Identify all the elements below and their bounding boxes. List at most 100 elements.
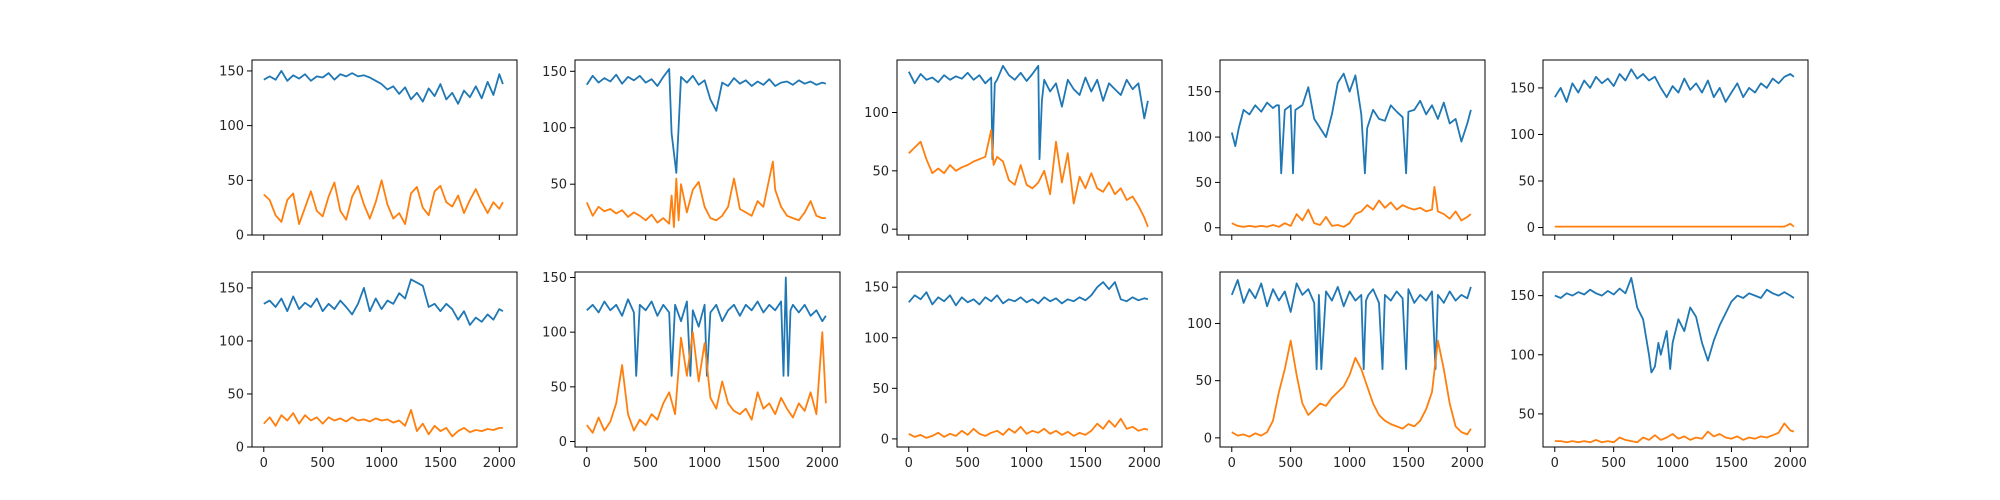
y-tick-label: 150 bbox=[542, 65, 567, 80]
y-tick-label: 0 bbox=[881, 432, 889, 447]
y-tick-label: 50 bbox=[1195, 176, 1212, 191]
y-tick-label: 50 bbox=[550, 178, 567, 193]
x-tick-label: 0 bbox=[1228, 456, 1236, 471]
y-tick-label: 100 bbox=[864, 331, 889, 346]
x-tick-label: 1500 bbox=[747, 456, 780, 471]
x-tick-label: 0 bbox=[260, 456, 268, 471]
y-tick-label: 50 bbox=[1195, 374, 1212, 389]
series-line-1 bbox=[1230, 72, 1472, 175]
y-tick-label: 100 bbox=[542, 121, 567, 136]
axes-frame bbox=[1542, 59, 1809, 236]
y-tick-label: 100 bbox=[1510, 348, 1535, 363]
y-tick-label: 100 bbox=[219, 334, 244, 349]
axes-frame bbox=[574, 271, 841, 448]
x-tick-label: 500 bbox=[310, 456, 335, 471]
y-tick-label: 150 bbox=[1187, 85, 1212, 100]
series-line-1 bbox=[263, 70, 504, 105]
y-tick-label: 0 bbox=[1204, 431, 1212, 446]
series-line-2 bbox=[1554, 422, 1795, 444]
y-tick-label: 100 bbox=[864, 106, 889, 121]
x-tick-label: 500 bbox=[1278, 456, 1303, 471]
x-tick-label: 2000 bbox=[483, 456, 516, 471]
series-line-2 bbox=[585, 160, 826, 229]
series-line-2 bbox=[908, 417, 1149, 439]
x-tick-label: 500 bbox=[955, 456, 980, 471]
y-tick-label: 50 bbox=[872, 382, 889, 397]
x-tick-label: 2000 bbox=[806, 456, 839, 471]
axes-frame bbox=[1219, 59, 1486, 236]
x-tick-label: 2000 bbox=[1774, 456, 1807, 471]
x-tick-label: 500 bbox=[633, 456, 658, 471]
x-tick-label: 1500 bbox=[1392, 456, 1425, 471]
y-tick-label: 50 bbox=[550, 380, 567, 395]
y-tick-label: 50 bbox=[1518, 407, 1535, 422]
y-tick-label: 50 bbox=[1518, 175, 1535, 190]
subplot-5: 0 50 100 150 bbox=[1510, 59, 1809, 240]
y-tick-label: 100 bbox=[1187, 317, 1212, 332]
series-line-1 bbox=[586, 276, 827, 377]
x-tick-label: 0 bbox=[583, 456, 591, 471]
x-tick-label: 1500 bbox=[1715, 456, 1748, 471]
x-tick-label: 0 bbox=[905, 456, 913, 471]
x-tick-label: 1000 bbox=[688, 456, 721, 471]
x-tick-label: 500 bbox=[1601, 456, 1626, 471]
y-tick-label: 50 bbox=[227, 174, 244, 189]
series-line-2 bbox=[908, 129, 1149, 228]
x-tick-label: 1500 bbox=[424, 456, 457, 471]
subplot-1: 0 50 100 150 bbox=[219, 59, 518, 244]
y-tick-label: 100 bbox=[1510, 128, 1535, 143]
x-tick-label: 1000 bbox=[1010, 456, 1043, 471]
subplot-3: 0 50 100 bbox=[864, 59, 1163, 240]
y-tick-label: 0 bbox=[881, 223, 889, 238]
x-tick-label: 2000 bbox=[1128, 456, 1161, 471]
y-tick-label: 0 bbox=[1527, 221, 1535, 236]
axes-frame bbox=[896, 59, 1163, 236]
y-tick-label: 0 bbox=[1204, 221, 1212, 236]
y-tick-label: 100 bbox=[219, 119, 244, 134]
series-line-1 bbox=[1554, 276, 1795, 374]
series-line-2 bbox=[586, 331, 827, 434]
series-line-1 bbox=[586, 68, 827, 174]
x-tick-label: 1000 bbox=[365, 456, 398, 471]
x-tick-label: 0 bbox=[1551, 456, 1559, 471]
subplot-2: 50 100 150 bbox=[542, 59, 841, 240]
y-tick-label: 0 bbox=[236, 441, 244, 456]
y-tick-label: 0 bbox=[236, 229, 244, 244]
y-tick-label: 150 bbox=[864, 281, 889, 296]
axes-frame bbox=[574, 59, 841, 236]
y-tick-label: 150 bbox=[219, 64, 244, 79]
series-line-1 bbox=[1230, 279, 1472, 371]
y-tick-label: 0 bbox=[559, 435, 567, 450]
y-tick-label: 150 bbox=[1510, 289, 1535, 304]
x-tick-label: 1500 bbox=[1069, 456, 1102, 471]
axes-frame bbox=[1219, 271, 1486, 448]
axes-frame bbox=[251, 59, 518, 236]
series-line-2 bbox=[1554, 222, 1795, 228]
series-line-1 bbox=[263, 278, 504, 326]
y-tick-label: 50 bbox=[227, 387, 244, 402]
x-tick-label: 1000 bbox=[1656, 456, 1689, 471]
y-tick-label: 150 bbox=[542, 271, 567, 286]
x-tick-label: 1000 bbox=[1333, 456, 1366, 471]
y-tick-label: 50 bbox=[872, 164, 889, 179]
series-line-1 bbox=[908, 281, 1149, 307]
axes-frame bbox=[896, 271, 1163, 448]
series-line-1 bbox=[907, 64, 1149, 161]
y-tick-label: 100 bbox=[542, 326, 567, 341]
series-line-2 bbox=[263, 408, 503, 438]
series-line-2 bbox=[1231, 339, 1472, 438]
subplot-4: 0 50 100 150 bbox=[1187, 59, 1486, 240]
series-line-1 bbox=[1554, 68, 1795, 103]
axes-frame bbox=[1542, 271, 1809, 448]
y-tick-label: 150 bbox=[1510, 81, 1535, 96]
y-tick-label: 150 bbox=[219, 281, 244, 296]
y-tick-label: 100 bbox=[1187, 131, 1212, 146]
series-line-2 bbox=[1231, 185, 1472, 228]
series-line-2 bbox=[263, 179, 504, 226]
